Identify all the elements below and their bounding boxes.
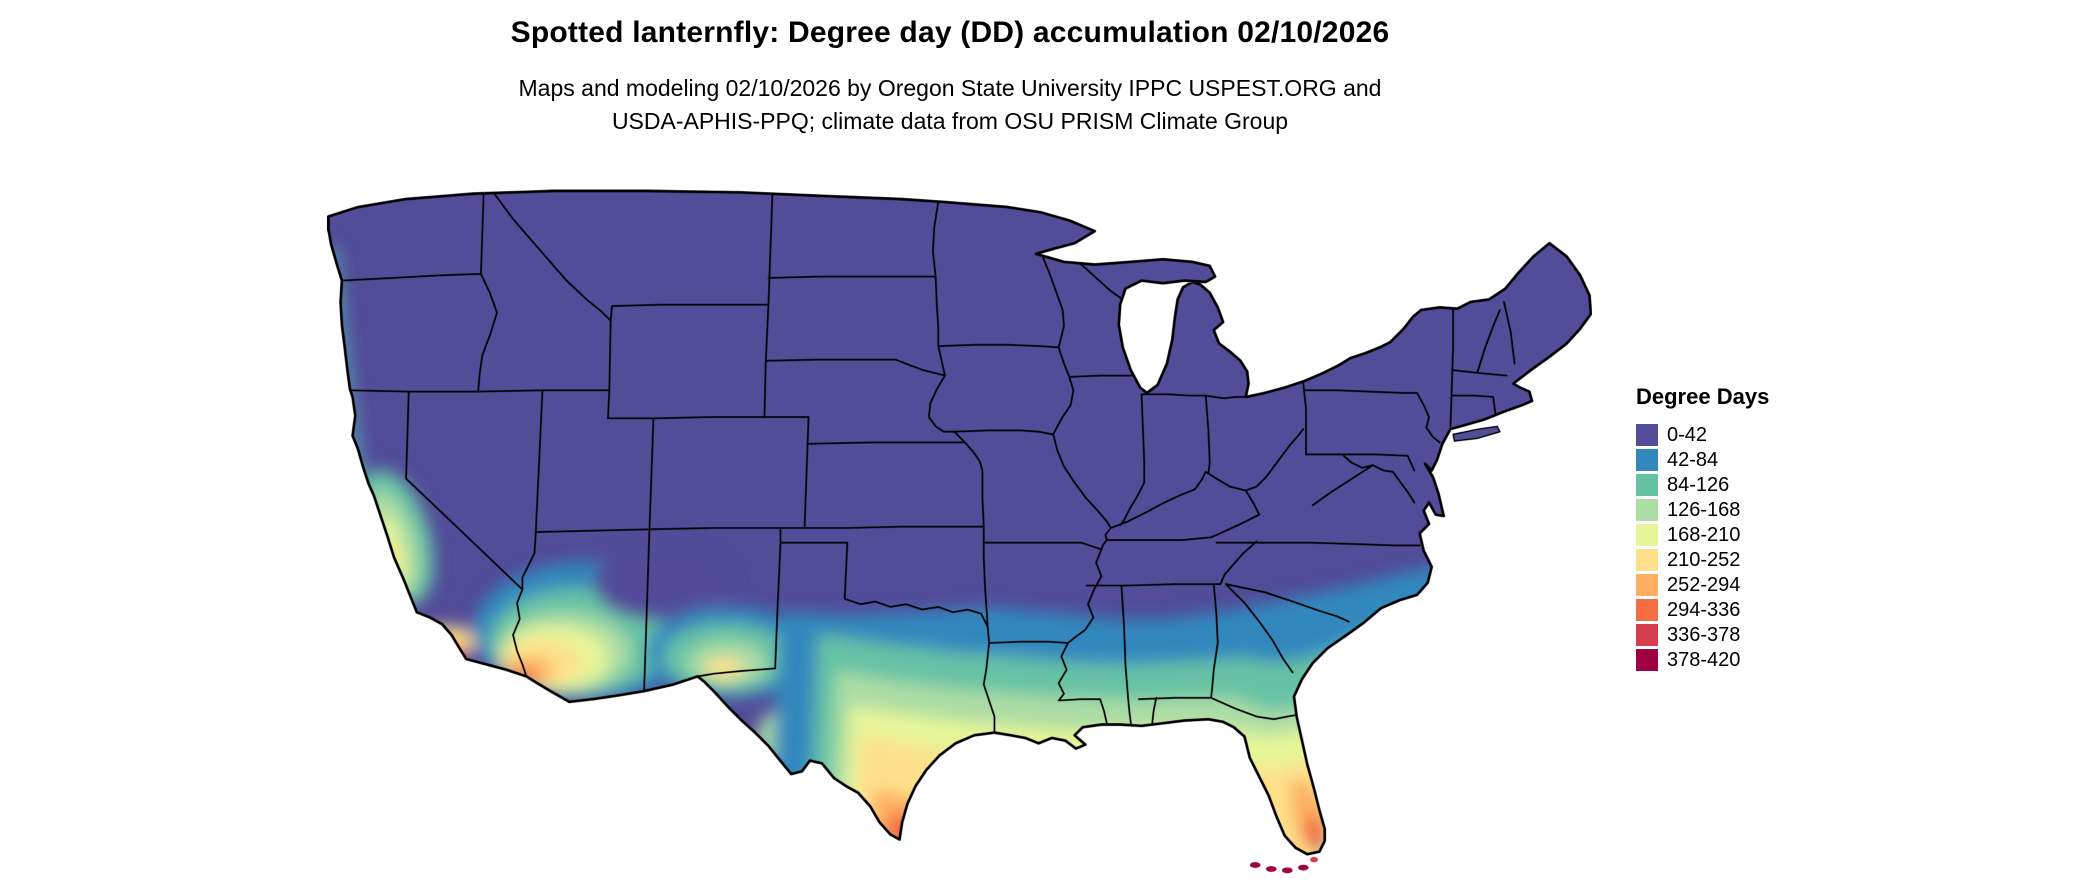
legend-row: 42-84 bbox=[1636, 447, 1876, 472]
legend-swatch bbox=[1636, 498, 1658, 521]
florida-keys bbox=[1249, 856, 1319, 874]
legend-label: 252-294 bbox=[1667, 573, 1741, 596]
state-borders bbox=[341, 191, 1516, 734]
map-subtitle-line2: USDA-APHIS-PPQ; climate data from OSU PR… bbox=[611, 108, 1289, 134]
legend-row: 84-126 bbox=[1636, 472, 1876, 497]
map-title: Spotted lanternfly: Degree day (DD) accu… bbox=[510, 16, 1390, 49]
legend: Degree Days 0-42 42-84 84-126 126-168 16… bbox=[1636, 384, 1876, 672]
us-outline bbox=[327, 189, 1593, 856]
legend-label: 168-210 bbox=[1667, 523, 1741, 546]
degree-day-raster bbox=[328, 191, 1591, 855]
legend-label: 210-252 bbox=[1667, 548, 1741, 571]
map-subtitle-line1: Maps and modeling 02/10/2026 by Oregon S… bbox=[518, 75, 1382, 101]
legend-swatch bbox=[1636, 423, 1658, 446]
legend-row: 126-168 bbox=[1636, 497, 1876, 522]
us-map-svg bbox=[327, 189, 1593, 874]
legend-swatch bbox=[1636, 648, 1658, 671]
legend-row: 378-420 bbox=[1636, 647, 1876, 672]
legend-label: 126-168 bbox=[1667, 498, 1741, 521]
legend-label: 294-336 bbox=[1667, 598, 1741, 621]
us-degree-day-map bbox=[312, 187, 1594, 877]
legend-swatch bbox=[1636, 523, 1658, 546]
legend-row: 210-252 bbox=[1636, 547, 1876, 572]
legend-swatch bbox=[1636, 548, 1658, 571]
legend-row: 294-336 bbox=[1636, 597, 1876, 622]
legend-swatch bbox=[1636, 598, 1658, 621]
legend-swatch bbox=[1636, 473, 1658, 496]
legend-row: 0-42 bbox=[1636, 422, 1876, 447]
legend-swatch bbox=[1636, 623, 1658, 646]
bin-0-42-base bbox=[328, 191, 1591, 855]
legend-row: 336-378 bbox=[1636, 622, 1876, 647]
legend-label: 42-84 bbox=[1667, 448, 1719, 471]
legend-label: 378-420 bbox=[1667, 648, 1741, 671]
legend-swatch bbox=[1636, 448, 1658, 471]
legend-label: 84-126 bbox=[1667, 473, 1730, 496]
map-header: Spotted lanternfly: Degree day (DD) accu… bbox=[0, 16, 1900, 138]
legend-label: 0-42 bbox=[1667, 423, 1708, 446]
legend-title: Degree Days bbox=[1636, 384, 1770, 409]
legend-row: 252-294 bbox=[1636, 572, 1876, 597]
long-island bbox=[1452, 425, 1501, 442]
legend-row: 168-210 bbox=[1636, 522, 1876, 547]
legend-label: 336-378 bbox=[1667, 623, 1741, 646]
legend-swatch bbox=[1636, 573, 1658, 596]
